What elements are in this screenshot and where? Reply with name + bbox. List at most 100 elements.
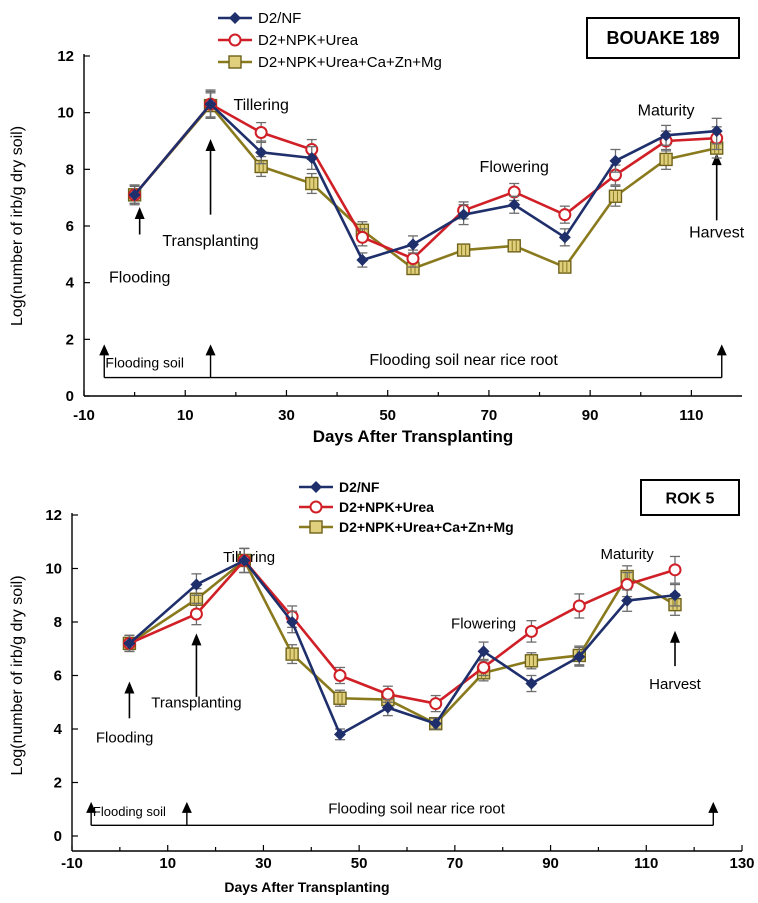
legend-label: D2+NPK+Urea+Ca+Zn+Mg: [339, 519, 514, 535]
y-tick-label: 4: [66, 275, 75, 292]
annotation: Maturity: [600, 546, 654, 563]
y-tick-label: 2: [66, 331, 74, 348]
data-point: [558, 231, 571, 244]
y-axis-label: Log(number of irb/g dry soil): [9, 575, 26, 775]
title-box: [640, 479, 740, 516]
x-axis-label: Days After Transplanting: [224, 879, 389, 895]
y-axis-label: Log(number of irb/g dry soil): [9, 126, 26, 326]
x-tick-label: 50: [351, 855, 368, 872]
x-tick-label: 10: [177, 407, 194, 424]
data-point: [710, 125, 723, 138]
annotation: Flooding soil near rice root: [328, 800, 506, 817]
data-point: [429, 697, 443, 711]
event-arrow-flooding: [124, 681, 135, 719]
legend-label: D2+NPK+Urea: [258, 32, 359, 49]
data-point: [381, 687, 395, 701]
arrowhead: [205, 139, 216, 151]
y-tick-label: 10: [45, 561, 62, 578]
annotation: Flooding soil near rice root: [369, 352, 558, 369]
legend-label: D2/NF: [258, 10, 301, 27]
legend-marker: [309, 500, 323, 514]
y-tick-label: 12: [45, 507, 62, 524]
event-arrow-harvest: [711, 153, 722, 221]
y-tick-label: 8: [54, 614, 62, 631]
annotation: Flooding soil: [93, 804, 166, 819]
annotation: Flooding: [109, 270, 170, 287]
data-point: [334, 728, 346, 741]
legend-marker: [229, 12, 241, 24]
data-point: [524, 624, 538, 638]
annotation: Transplanting: [162, 233, 258, 250]
data-point: [204, 98, 217, 111]
y-tick-label: 6: [66, 218, 74, 235]
arrowhead: [711, 153, 722, 166]
y-tick-label: 0: [66, 388, 74, 405]
bracket-arrowhead: [99, 344, 110, 356]
data-point: [660, 129, 673, 142]
series-line: [128, 559, 676, 725]
x-tick-label: 10: [159, 855, 176, 872]
data-point: [128, 188, 141, 201]
data-point: [381, 701, 394, 714]
annotation: Flowering: [480, 159, 549, 176]
y-tick-label: 2: [54, 775, 62, 792]
legend: D2/NF D2+NPK+Urea D2+NPK+Urea+Ca+Zn+Mg: [218, 10, 442, 71]
data-point: [507, 239, 521, 253]
data-point: [525, 677, 538, 690]
period-bracket: [99, 344, 727, 379]
legend-marker: [310, 481, 322, 493]
x-tick-label: 110: [634, 855, 658, 872]
data-point: [573, 650, 586, 663]
bracket-arrowhead: [205, 344, 216, 356]
data-point: [356, 254, 369, 266]
data-point: [406, 252, 420, 266]
y-tick-label: 12: [57, 48, 74, 65]
chart-title: BOUAKE 189: [606, 28, 719, 48]
data-point: [189, 607, 203, 621]
bracket-arrowhead: [86, 801, 97, 813]
arrowhead: [134, 207, 145, 219]
x-tick-label: 90: [582, 407, 599, 424]
annotation: Flowering: [451, 616, 516, 633]
legend-marker: [309, 520, 323, 534]
data-point: [254, 126, 268, 139]
series-2: [122, 547, 682, 713]
y-tick-label: 10: [57, 105, 74, 122]
bracket-arrowhead: [181, 801, 192, 813]
annotation: Transplanting: [151, 695, 241, 712]
x-tick-label: 30: [255, 855, 272, 872]
x-tick-label: 30: [278, 407, 295, 424]
legend-marker: [228, 55, 242, 69]
data-point: [190, 578, 203, 591]
bracket-arrowhead: [708, 801, 719, 813]
annotation: Flooding: [96, 729, 154, 746]
data-point: [305, 152, 318, 164]
annotation: Harvest: [649, 676, 702, 693]
arrowhead: [191, 633, 202, 646]
data-point: [305, 176, 319, 191]
data-point: [429, 717, 442, 730]
event-arrow-harvest: [670, 630, 680, 667]
data-point: [407, 238, 419, 251]
data-point: [609, 154, 622, 167]
event-arrow-flooding: [134, 207, 145, 235]
data-point: [558, 208, 572, 222]
data-point: [456, 243, 471, 257]
chart-panel-2: 0 2 4 6 8 10 12 -10 10 30 50 70 90 110 130 Days After T…: [9, 479, 755, 895]
data-point: [355, 230, 369, 244]
data-point: [285, 647, 299, 661]
data-point: [457, 208, 470, 221]
arrowhead: [670, 630, 680, 643]
data-point: [668, 563, 682, 577]
legend-marker: [228, 33, 242, 47]
bracket-arrowhead: [716, 344, 727, 356]
y-tick-label: 6: [54, 668, 62, 685]
series-line: [128, 559, 676, 736]
y-tick-label: 8: [66, 161, 74, 178]
data-point: [238, 554, 251, 567]
data-point: [333, 669, 347, 682]
chart-panel-1: 0 2 4 6 8 10 12 -10 10 30 50 70 90 110 Days After Tran…: [9, 10, 745, 446]
data-point: [659, 152, 673, 167]
